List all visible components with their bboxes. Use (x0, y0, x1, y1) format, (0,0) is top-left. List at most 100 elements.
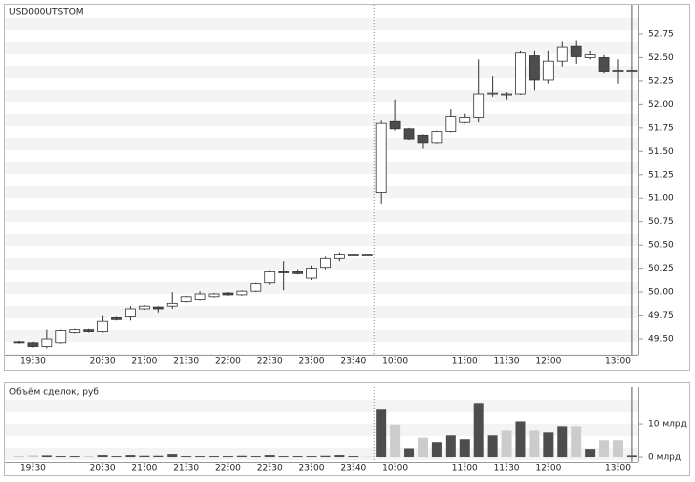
candle-body (320, 257, 331, 269)
volume-bar (153, 455, 164, 458)
stripe (5, 234, 638, 246)
candle-body (487, 92, 499, 95)
candle-body (403, 128, 415, 140)
chart-title: USD000UTSTOM (9, 8, 84, 18)
stripe (5, 282, 638, 294)
volume-bar (599, 440, 610, 458)
stripe (5, 210, 638, 222)
stripe (5, 114, 638, 126)
volume-bar (626, 455, 637, 458)
volume-bar (278, 456, 289, 458)
candle-body (375, 122, 387, 194)
volume-bar (473, 403, 484, 458)
candle-body (13, 341, 25, 344)
candle-body (556, 46, 568, 62)
volume-bar (111, 456, 122, 458)
candle-body (445, 116, 457, 132)
y-tick-label: 49.75 (648, 311, 674, 321)
candle-body (389, 120, 401, 130)
x-tick-label: 11:00 (452, 464, 478, 474)
candle-body (626, 70, 638, 72)
x-tick-label: 21:00 (131, 464, 157, 474)
volume-bar (320, 455, 331, 458)
candle-body (431, 131, 443, 144)
stripe (5, 306, 638, 318)
x-tick-label: 23:00 (299, 464, 325, 474)
candle-body (473, 93, 485, 118)
x-tick-label: 22:30 (257, 357, 283, 367)
x-tick-label: 11:30 (494, 357, 520, 367)
y-tick-label: 51.00 (648, 194, 674, 204)
x-tick-label: 10:00 (382, 464, 408, 474)
volume-bar (97, 455, 108, 458)
x-tick-label: 23:00 (299, 357, 325, 367)
volume-bar (543, 432, 554, 458)
volume-bar (501, 430, 512, 458)
volume-bar (417, 437, 428, 458)
x-tick-label: 19:30 (20, 357, 46, 367)
candle-body (41, 338, 53, 347)
x-tick-label: 23:40 (340, 357, 366, 367)
stripe (5, 424, 638, 436)
x-tick-label: 12:00 (535, 357, 561, 367)
volume-bar (222, 456, 233, 458)
candle-body (180, 296, 192, 302)
y-tick-label: 52.50 (648, 53, 674, 63)
volume-bar (41, 455, 52, 458)
volume-bar (69, 456, 80, 458)
candle-body (194, 293, 206, 301)
candle-body (542, 60, 554, 81)
stripe (5, 400, 638, 412)
volume-bar (167, 454, 178, 458)
stripe (5, 42, 638, 54)
y-tick-label: 50.75 (648, 217, 674, 227)
candle-body (278, 271, 290, 273)
y-tick-label: 52.00 (648, 100, 674, 110)
candle-body (292, 271, 304, 274)
volume-bar (487, 435, 498, 458)
candle-body (55, 330, 67, 344)
volume-bar (348, 456, 359, 458)
y-tick-label: 0 млрд (648, 453, 681, 463)
volume-bar (390, 424, 401, 458)
candle-body (306, 268, 317, 279)
volume-bar (250, 456, 261, 458)
volume-bar (181, 456, 192, 458)
y-tick-label: 52.75 (648, 29, 674, 39)
x-tick-label: 22:00 (215, 357, 241, 367)
candle-body (250, 283, 262, 292)
volume-bar (376, 409, 387, 458)
stripe (5, 330, 638, 342)
candle-body (27, 342, 39, 347)
candle-body (97, 320, 108, 332)
candle-body (222, 292, 234, 296)
volume-title: Объём сделок, руб (9, 388, 99, 398)
y-tick-label: 50.25 (648, 264, 674, 274)
volume-bar (125, 455, 136, 458)
volume-bar (27, 455, 38, 458)
y-tick-label: 50.00 (648, 288, 674, 298)
y-tick-label: 51.50 (648, 147, 674, 157)
x-tick-label: 23:40 (340, 464, 366, 474)
x-tick-label: 13:00 (605, 357, 631, 367)
volume-bar (209, 456, 220, 458)
stripe (5, 138, 638, 150)
volume-bar (55, 456, 66, 458)
volume-bar (571, 426, 582, 458)
candle-body (529, 55, 540, 81)
candle-body (208, 293, 220, 298)
x-tick-label: 20:30 (90, 357, 116, 367)
x-tick-label: 11:00 (452, 357, 478, 367)
candle-body (347, 254, 359, 256)
x-tick-label: 19:30 (20, 464, 46, 474)
candle-body (612, 70, 624, 72)
candle-body (111, 317, 122, 320)
volume-bar (404, 448, 415, 458)
x-tick-label: 12:00 (535, 464, 561, 474)
volume-bar (139, 455, 150, 458)
stripe (5, 186, 638, 198)
stripe (5, 162, 638, 174)
y-tick-label: 51.75 (648, 123, 674, 133)
stripe (5, 354, 638, 355)
stripe (5, 66, 638, 78)
